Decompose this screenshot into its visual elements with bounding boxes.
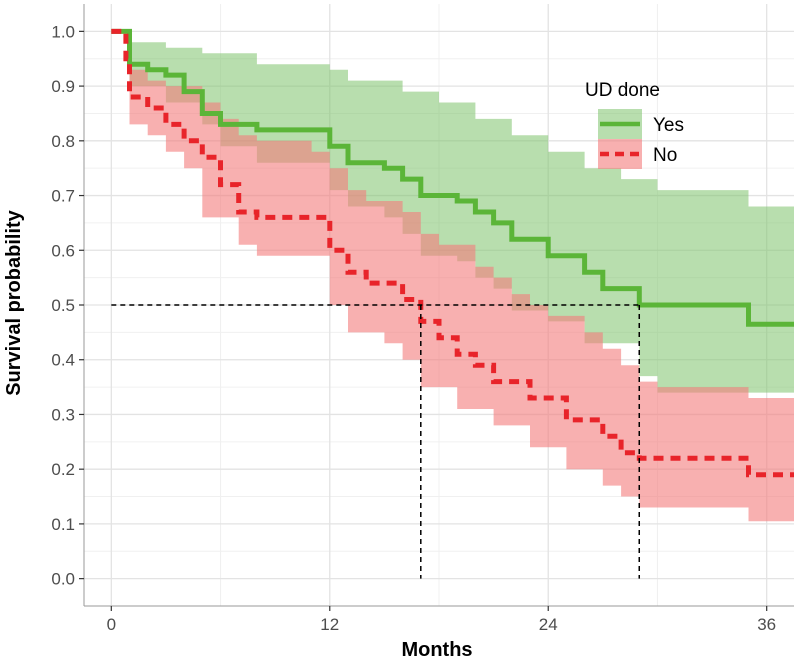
x-axis-title: Months: [401, 639, 472, 658]
x-tick-label: 12: [320, 615, 339, 634]
y-tick-label: 0.0: [51, 570, 75, 589]
y-tick-label: 0.9: [51, 77, 75, 96]
legend-label-no: No: [653, 145, 677, 166]
legend-label-yes: Yes: [653, 115, 684, 136]
median-reference-lines: [111, 304, 641, 579]
y-tick-label: 0.4: [51, 351, 75, 370]
y-tick-label: 1.0: [51, 22, 75, 41]
axes: 0.0 0.1 0.2 0.3 0.4 0.5 0.6 0.7 0.8 0.9 1.0 0 12 24 36: [51, 4, 794, 634]
y-tick-label: 0.7: [51, 187, 75, 206]
y-tick-label: 0.8: [51, 132, 75, 151]
confidence-bands: [111, 31, 795, 522]
survival-line-yes: [111, 28, 794, 327]
y-tick-label: 0.3: [51, 405, 75, 424]
y-tick-label: 0.5: [51, 296, 75, 315]
x-tick-label: 0: [107, 615, 116, 634]
survival-curves: [111, 28, 794, 478]
legend: UD done Yes No: [585, 80, 684, 169]
x-tick-label: 36: [757, 615, 776, 634]
y-tick-label: 0.2: [51, 460, 75, 479]
ci-band-no: [111, 31, 795, 522]
x-tick-label: 24: [539, 615, 558, 634]
y-axis-title: Survival probability: [3, 209, 25, 395]
ci-band-yes: [111, 31, 795, 393]
y-tick-label: 0.1: [51, 515, 75, 534]
legend-title: UD done: [585, 80, 660, 101]
y-tick-label: 0.6: [51, 241, 75, 260]
survival-line-no: [111, 28, 794, 478]
